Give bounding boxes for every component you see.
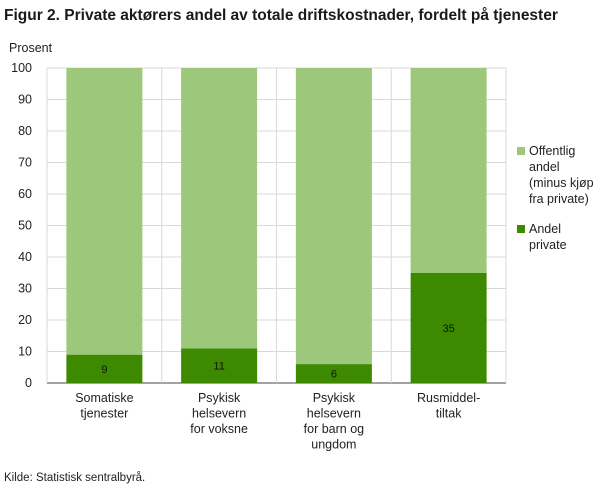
bar-private [66,354,143,383]
y-tick-label: 10 [18,345,32,359]
legend-label-public: Offentlig andel (minus kjøp fra private) [529,144,594,206]
x-tick-label: Somatiske tjenester [75,391,133,421]
legend-item-public: Offentlig andel (minus kjøp fra private) [517,143,609,207]
data-label: 35 [443,323,455,335]
y-tick-label: 60 [18,187,32,201]
bar-public [66,68,143,355]
chart-title: Figur 2. Private aktørers andel av total… [4,7,558,24]
data-label: 9 [101,364,107,376]
data-label: 6 [331,369,337,381]
y-axis-label: Prosent [9,41,53,55]
legend-label-private: Andel private [529,222,567,252]
y-tick-label: 0 [25,376,32,390]
bar-private [410,272,487,383]
y-tick-label: 100 [11,61,32,75]
y-tick-label: 50 [18,219,32,233]
y-tick-label: 70 [18,156,32,170]
y-tick-label: 20 [18,313,32,327]
y-tick-label: 40 [18,250,32,264]
y-tick-label: 90 [18,93,32,107]
bar-public [410,68,487,273]
data-label: 11 [213,361,224,373]
legend: Offentlig andel (minus kjøp fra private)… [517,143,609,267]
y-tick-label: 30 [18,282,32,296]
y-tick-label: 80 [18,124,32,138]
legend-item-private: Andel private [517,221,609,253]
x-tick-label: Psykisk helsevern for voksne [190,391,248,436]
bar-public [295,68,372,365]
bar-private [295,364,372,383]
bar-private [181,348,258,383]
legend-swatch-public [517,147,525,155]
bar-public [181,68,258,349]
legend-swatch-private [517,225,525,233]
source-note: Kilde: Statistisk sentralbyrå. [4,472,146,484]
x-tick-label: Psykisk helsevern for barn og ungdom [304,391,365,452]
x-tick-label: Rusmiddel-tiltak [417,391,480,421]
